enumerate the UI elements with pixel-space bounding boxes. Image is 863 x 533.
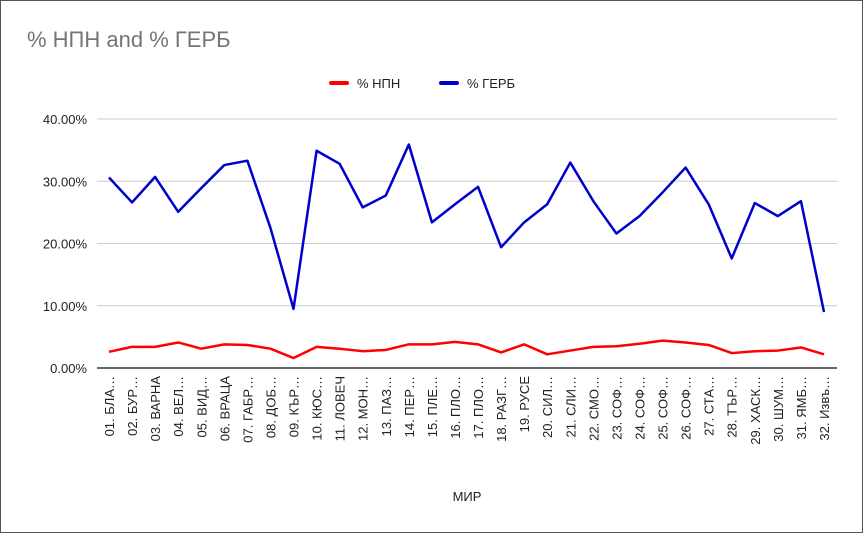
x-tick-label: 12. МОН… xyxy=(356,376,371,441)
x-tick-label: 18. РАЗГ… xyxy=(494,376,509,442)
x-tick-label: 26. СОФ… xyxy=(679,376,694,440)
x-tick-label: 20. СИЛ… xyxy=(540,376,555,438)
x-tick-label: 14. ПЕР… xyxy=(402,376,417,437)
x-tick-label: 19. РУСЕ xyxy=(517,376,532,433)
x-tick-label: 32. Извъ… xyxy=(817,376,832,441)
series-line-gerb xyxy=(108,143,826,313)
y-tick-label: 20.00% xyxy=(43,237,88,252)
x-tick-label: 11. ЛОВЕЧ xyxy=(333,376,348,441)
y-tick-label: 40.00% xyxy=(43,112,88,127)
legend-label: % ГЕРБ xyxy=(467,76,515,91)
x-tick-label: 05. ВИД… xyxy=(194,376,209,438)
x-tick-label: 27. СТА… xyxy=(702,376,717,436)
x-tick-label: 09. КЪР… xyxy=(287,376,302,437)
x-tick-label: 15. ПЛЕ… xyxy=(425,376,440,437)
x-tick-label: 16. ПЛО… xyxy=(448,376,463,439)
x-tick-label: 31. ЯМБ… xyxy=(794,376,809,439)
x-tick-label: 21. СЛИ… xyxy=(563,376,578,438)
x-tick-label: 06. ВРАЦА xyxy=(217,376,232,441)
x-axis-label: МИР xyxy=(453,489,482,504)
x-tick-label: 24. СОФ… xyxy=(632,376,647,440)
series-line-npn xyxy=(108,339,825,360)
x-tick-label: 04. ВЕЛ… xyxy=(171,376,186,437)
y-tick-label: 10.00% xyxy=(43,299,88,314)
x-tick-label: 30. ШУМ… xyxy=(771,376,786,442)
x-tick-label: 17. ПЛО… xyxy=(471,376,486,439)
x-tick-label: 02. БУР… xyxy=(125,376,140,436)
chart-title: % НПН and % ГЕРБ xyxy=(27,27,231,52)
x-tick-label: 10. КЮС… xyxy=(310,376,325,441)
y-tick-label: 30.00% xyxy=(43,174,88,189)
x-tick-label: 08. ДОБ… xyxy=(263,376,278,438)
x-tick-label: 28. ТЪР… xyxy=(725,376,740,438)
legend-label: % НПН xyxy=(357,76,400,91)
y-tick-label: 0.00% xyxy=(50,361,87,376)
x-tick-label: 23. СОФ… xyxy=(609,376,624,440)
x-tick-label: 29. ХАСК… xyxy=(748,376,763,445)
x-tick-label: 01. БЛА… xyxy=(102,376,117,436)
x-tick-label: 13. ПАЗ… xyxy=(379,376,394,436)
x-tick-label: 03. ВАРНА xyxy=(148,376,163,442)
x-tick-label: 22. СМО… xyxy=(586,376,601,441)
x-tick-label: 25. СОФ… xyxy=(656,376,671,440)
x-tick-label: 07. ГАБР… xyxy=(240,376,255,443)
